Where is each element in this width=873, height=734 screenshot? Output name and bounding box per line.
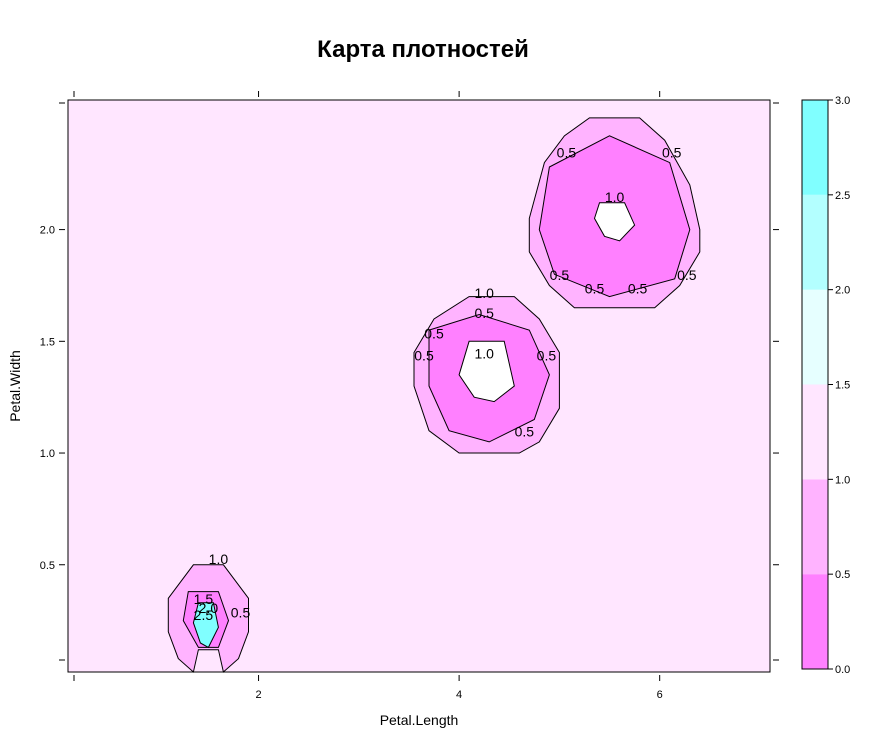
color-key-band [802, 289, 828, 385]
contour-label: 0.5 [424, 325, 444, 341]
setosa-peak [192, 602, 219, 649]
y-tick-label: 1.0 [40, 448, 55, 460]
contour-label: 0.5 [677, 267, 697, 283]
color-key-tick-label: 2.0 [835, 285, 850, 297]
contour-label: 0.5 [231, 605, 251, 621]
contour-label: 1.0 [474, 345, 494, 361]
contour-label: 1.0 [474, 285, 494, 301]
contour-label: 0.5 [628, 281, 648, 297]
contour-label: 1.5 [194, 591, 214, 607]
versicolor-hole [458, 340, 515, 403]
color-key: 0.0 0.5 1.0 1.5 2.0 2.5 3.0 [801, 95, 850, 676]
axis-layer: 2 4 60.51.01.52.0 [40, 91, 779, 701]
color-key-band [802, 479, 828, 575]
color-key-band [802, 574, 828, 669]
color-key-tick-label: 1.0 [835, 474, 850, 486]
contour-label: 2.5 [194, 607, 214, 623]
plot-area: 1.0 1.52.02.5 0.5 1.0 0.5 0.5 0.5 1.0 0.5 0.5 0.5 0… [67, 99, 771, 673]
contour-label: 1.0 [209, 551, 229, 567]
contour-label: 0.5 [537, 348, 557, 364]
color-key-tick-label: 1.5 [835, 380, 850, 392]
color-key-tick-label: 2.5 [835, 190, 850, 202]
y-axis-label: Petal.Width [7, 350, 23, 422]
cluster-layer [167, 117, 701, 673]
x-axis-label: Petal.Length [380, 712, 459, 728]
plot-border [67, 99, 771, 673]
contour-label: 0.5 [585, 281, 605, 297]
contour-label: 0.5 [662, 144, 682, 160]
contour-label: 0.5 [474, 305, 494, 321]
contour-label: 1.0 [605, 189, 625, 205]
y-tick-label: 2.0 [40, 225, 55, 237]
contour-label: 0.5 [550, 267, 570, 283]
contour-label: 0.5 [515, 424, 535, 440]
x-tick-label: 6 [657, 689, 663, 701]
color-key-band [802, 100, 828, 195]
color-key-band [802, 194, 828, 290]
virginica-hole [593, 202, 636, 242]
color-key-band [802, 384, 828, 480]
chart-title: Карта плотностей [317, 36, 529, 63]
color-key-tick-label: 3.0 [835, 95, 850, 107]
contour-label: 0.5 [414, 348, 434, 364]
x-tick-label: 2 [255, 689, 261, 701]
x-tick-label: 4 [456, 689, 462, 701]
contour-label: 0.5 [557, 144, 577, 160]
contour-label: 2.0 [199, 600, 219, 616]
contour-label-layer: 1.0 1.52.02.5 0.5 1.0 0.5 0.5 0.5 1.0 0.5 0.5 0.5 0… [194, 144, 697, 622]
color-key-tick-label: 0.0 [835, 664, 850, 676]
color-key-tick-label: 0.5 [835, 569, 850, 581]
y-tick-label: 0.5 [40, 560, 55, 572]
y-tick-label: 1.5 [40, 336, 55, 348]
